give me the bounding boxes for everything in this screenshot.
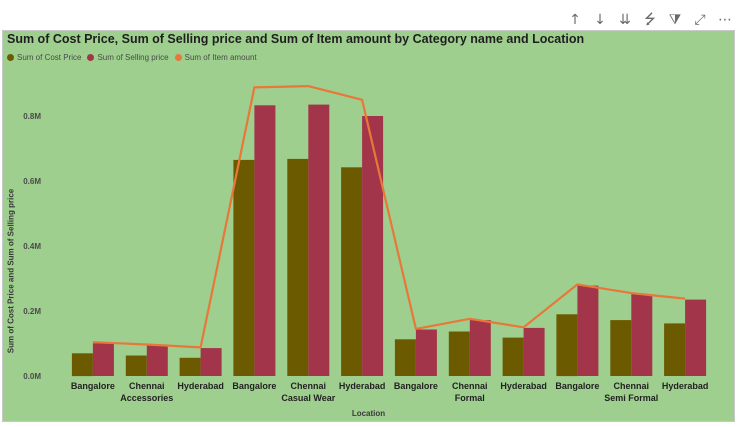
focus-mode-icon[interactable]: ⤢ bbox=[694, 12, 706, 28]
x-tick-label: Bangalore bbox=[232, 381, 276, 391]
legend-label: Sum of Selling price bbox=[97, 53, 169, 62]
bar[interactable] bbox=[502, 337, 524, 376]
bar[interactable] bbox=[685, 299, 707, 376]
bar[interactable] bbox=[394, 339, 416, 376]
bar[interactable] bbox=[179, 357, 201, 376]
x-tick-label: Chennai bbox=[291, 381, 327, 391]
bar[interactable] bbox=[415, 329, 437, 377]
legend-swatch bbox=[174, 54, 182, 61]
bar[interactable] bbox=[362, 116, 384, 376]
bar[interactable] bbox=[523, 327, 545, 376]
chart-visual[interactable]: Sum of Cost Price, Sum of Selling price … bbox=[2, 30, 735, 422]
x-tick-label: Chennai bbox=[452, 381, 488, 391]
series-line bbox=[92, 84, 686, 349]
x-group-label: Semi Formal bbox=[604, 393, 658, 403]
y-axis-title-wrap: Sum of Cost Price and Sum of Selling pri… bbox=[4, 161, 18, 381]
bar[interactable] bbox=[254, 105, 276, 377]
x-group-label: Accessories bbox=[120, 393, 173, 403]
x-tick-label: Chennai bbox=[614, 381, 650, 391]
visual-header-toolbar: ↑ ↓ ⇊ ⭍ ⧩ ⤢ ⋯ bbox=[567, 10, 733, 30]
y-tick-label: 0.0M bbox=[23, 372, 41, 381]
bar[interactable] bbox=[341, 167, 363, 376]
legend-label: Sum of Item amount bbox=[184, 53, 257, 62]
drill-down-icon[interactable]: ↓ bbox=[594, 12, 606, 28]
legend-item[interactable]: Sum of Selling price bbox=[87, 53, 169, 62]
bar[interactable] bbox=[146, 345, 168, 376]
x-tick-label: Chennai bbox=[129, 381, 165, 391]
expand-hierarchy-icon[interactable]: ⭍ bbox=[644, 12, 656, 28]
x-tick-label: Hyderabad bbox=[177, 381, 224, 391]
chart-plot: 0.0M 0.2M 0.4M 0.6M 0.8M Bangalore Chennai Hyde… bbox=[23, 84, 709, 403]
chart-legend: Sum of Cost Price Sum of Selling price Sum… bbox=[7, 53, 257, 62]
x-tick-label: Hyderabad bbox=[662, 381, 709, 391]
legend-item[interactable]: Sum of Cost Price bbox=[7, 53, 81, 62]
drill-up-icon[interactable]: ↑ bbox=[569, 12, 581, 28]
filter-icon[interactable]: ⧩ bbox=[668, 12, 682, 28]
bar[interactable] bbox=[125, 355, 147, 377]
x-tick-label: Hyderabad bbox=[339, 381, 386, 391]
legend-swatch bbox=[87, 54, 95, 61]
y-tick-label: 0.6M bbox=[23, 177, 41, 186]
bar[interactable] bbox=[287, 158, 309, 376]
y-tick-label: 0.4M bbox=[23, 242, 41, 251]
y-tick-label: 0.8M bbox=[23, 112, 41, 121]
legend-label: Sum of Cost Price bbox=[17, 53, 82, 62]
x-axis-title: Location bbox=[351, 409, 386, 418]
x-tick-label: Hyderabad bbox=[500, 381, 547, 391]
bar[interactable] bbox=[556, 314, 578, 377]
bar[interactable] bbox=[469, 320, 491, 376]
more-options-icon[interactable]: ⋯ bbox=[718, 12, 732, 28]
legend-swatch bbox=[7, 54, 14, 61]
bar[interactable] bbox=[71, 353, 93, 377]
bar[interactable] bbox=[664, 323, 686, 376]
bar[interactable] bbox=[610, 320, 632, 376]
bar[interactable] bbox=[233, 159, 255, 376]
bar[interactable] bbox=[92, 343, 114, 376]
expand-next-level-icon[interactable]: ⇊ bbox=[619, 12, 631, 28]
x-tick-label: Bangalore bbox=[555, 381, 599, 391]
x-tick-label: Bangalore bbox=[71, 381, 115, 391]
bar[interactable] bbox=[577, 285, 599, 376]
y-axis-title: Sum of Cost Price and Sum of Selling pri… bbox=[6, 188, 16, 354]
bar[interactable] bbox=[200, 348, 222, 376]
bar[interactable] bbox=[308, 104, 330, 376]
y-tick-label: 0.2M bbox=[23, 307, 41, 316]
bar[interactable] bbox=[448, 331, 470, 377]
chart-title: Sum of Cost Price, Sum of Selling price … bbox=[7, 32, 585, 46]
x-group-label: Casual Wear bbox=[281, 393, 335, 403]
bar[interactable] bbox=[631, 294, 653, 376]
legend-item[interactable]: Sum of Item amount bbox=[174, 53, 257, 62]
x-tick-label: Bangalore bbox=[394, 381, 438, 391]
x-group-label: Formal bbox=[455, 393, 485, 403]
